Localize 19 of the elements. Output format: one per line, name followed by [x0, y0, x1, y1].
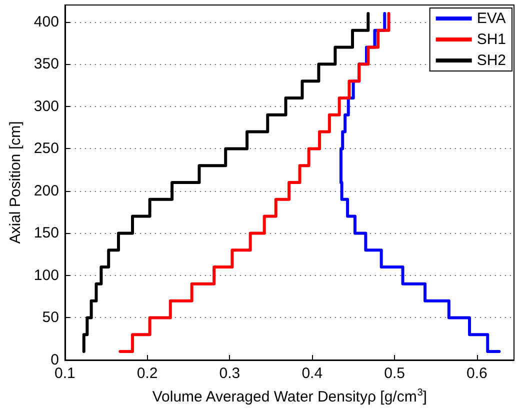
legend-label: EVA — [476, 10, 506, 27]
x-tick-label: 0.2 — [136, 365, 158, 382]
x-tick-label: 0.6 — [466, 365, 488, 382]
x-tick-label: 0.3 — [219, 365, 240, 382]
line-series — [118, 12, 390, 354]
y-tick-label: 100 — [34, 266, 59, 284]
y-tick-label: 400 — [34, 13, 59, 30]
y-axis-title: Axial Position [cm] — [7, 121, 24, 244]
legend-label: SH2 — [476, 52, 506, 69]
x-tick-label: 0.4 — [302, 365, 323, 382]
y-tick-label: 250 — [34, 140, 59, 158]
line-series — [82, 12, 370, 354]
y-tick-label: 200 — [34, 182, 59, 200]
legend-label: SH1 — [476, 31, 506, 48]
y-tick-label: 50 — [42, 309, 59, 326]
x-tick-label: 0.5 — [384, 365, 405, 382]
y-tick-label: 300 — [34, 98, 59, 115]
y-tick-label: 350 — [34, 56, 59, 73]
y-tick-label: 150 — [34, 224, 59, 242]
